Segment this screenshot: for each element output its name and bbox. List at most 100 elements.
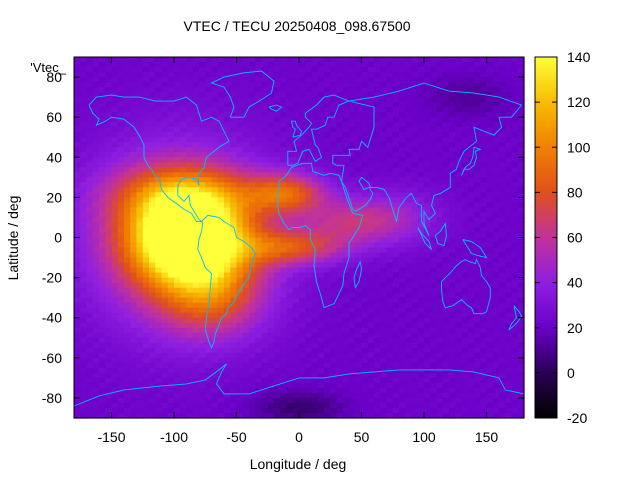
heatmap-cell xyxy=(255,142,263,148)
heatmap-cell xyxy=(92,182,100,188)
heatmap-cell xyxy=(211,162,219,168)
heatmap-cell xyxy=(280,157,288,163)
heatmap-cell xyxy=(467,202,475,209)
heatmap-cell xyxy=(255,232,263,239)
heatmap-cell xyxy=(86,342,94,349)
heatmap-cell xyxy=(192,317,200,324)
heatmap-cell xyxy=(286,132,294,138)
heatmap-cell xyxy=(342,222,350,229)
heatmap-cell xyxy=(205,157,213,163)
heatmap-cell xyxy=(192,327,200,334)
heatmap-cell xyxy=(211,352,219,359)
heatmap-cell xyxy=(174,122,181,128)
heatmap-cell xyxy=(136,402,144,409)
heatmap-cell xyxy=(174,147,181,153)
heatmap-cell xyxy=(224,162,231,168)
heatmap-cell xyxy=(449,357,456,364)
heatmap-cell xyxy=(124,312,131,319)
heatmap-cell xyxy=(442,297,450,304)
heatmap-cell xyxy=(192,277,200,284)
heatmap-cell xyxy=(449,92,456,98)
heatmap-cell xyxy=(80,337,88,344)
heatmap-cell xyxy=(349,232,356,239)
heatmap-cell xyxy=(486,377,494,384)
heatmap-cell xyxy=(155,297,163,304)
heatmap-cell xyxy=(467,277,475,284)
heatmap-cell xyxy=(392,162,400,168)
heatmap-cell xyxy=(261,87,269,93)
heatmap-cell xyxy=(317,177,325,183)
heatmap-cell xyxy=(161,342,169,349)
heatmap-cell xyxy=(399,107,406,113)
heatmap-cell xyxy=(111,202,119,209)
heatmap-cell xyxy=(249,402,256,409)
heatmap-cell xyxy=(199,252,206,259)
heatmap-cell xyxy=(286,242,294,249)
heatmap-cell xyxy=(92,352,100,359)
heatmap-cell xyxy=(317,212,325,219)
heatmap-cell xyxy=(380,302,388,309)
heatmap-cell xyxy=(317,127,325,133)
heatmap-cell xyxy=(342,372,350,379)
heatmap-cell xyxy=(480,392,488,399)
heatmap-cell xyxy=(255,322,263,329)
heatmap-cell xyxy=(299,362,306,369)
heatmap-cell xyxy=(199,402,206,409)
heatmap-cell xyxy=(105,232,113,239)
heatmap-cell xyxy=(180,247,188,254)
heatmap-cell xyxy=(274,222,281,229)
heatmap-cell xyxy=(355,87,363,93)
heatmap-cell xyxy=(149,57,156,63)
heatmap-cell xyxy=(205,57,213,63)
heatmap-cell xyxy=(142,132,150,138)
heatmap-cell xyxy=(167,187,175,193)
heatmap-cell xyxy=(461,67,469,73)
heatmap-cell xyxy=(111,82,119,88)
heatmap-cell xyxy=(99,147,106,153)
heatmap-cell xyxy=(361,107,369,113)
heatmap-cell xyxy=(130,77,138,83)
heatmap-cell xyxy=(124,327,131,334)
heatmap-cell xyxy=(167,217,175,224)
heatmap-cell xyxy=(99,162,106,168)
heatmap-cell xyxy=(274,172,281,178)
heatmap-cell xyxy=(236,217,244,224)
heatmap-cell xyxy=(149,347,156,354)
heatmap-cell xyxy=(299,382,306,389)
heatmap-cell xyxy=(324,282,331,289)
heatmap-cell xyxy=(367,72,375,78)
heatmap-cell xyxy=(261,382,269,389)
heatmap-cell xyxy=(361,327,369,334)
heatmap-cell xyxy=(192,157,200,163)
heatmap-cell xyxy=(417,197,425,203)
heatmap-cell xyxy=(336,197,344,203)
heatmap-cell xyxy=(399,277,406,284)
heatmap-cell xyxy=(286,292,294,299)
heatmap-cell xyxy=(305,147,313,153)
heatmap-cell xyxy=(199,332,206,339)
heatmap-cell xyxy=(505,67,513,73)
heatmap-cell xyxy=(424,392,431,399)
heatmap-cell xyxy=(74,72,81,78)
heatmap-cell xyxy=(374,152,381,158)
heatmap-cell xyxy=(111,297,119,304)
heatmap-cell xyxy=(361,132,369,138)
heatmap-cell xyxy=(186,337,194,344)
heatmap-cell xyxy=(117,207,125,214)
heatmap-cell xyxy=(330,122,338,128)
heatmap-cell xyxy=(280,267,288,274)
heatmap-cell xyxy=(242,347,250,354)
heatmap-cell xyxy=(80,212,88,219)
heatmap-cell xyxy=(424,202,431,209)
heatmap-cell xyxy=(261,342,269,349)
heatmap-cell xyxy=(474,292,481,299)
heatmap-cell xyxy=(117,237,125,244)
heatmap-cell xyxy=(255,137,263,143)
heatmap-cell xyxy=(167,212,175,219)
heatmap-cell xyxy=(430,327,438,334)
heatmap-cell xyxy=(492,337,500,344)
heatmap-cell xyxy=(261,267,269,274)
heatmap-cell xyxy=(155,242,163,249)
heatmap-cell xyxy=(224,382,231,389)
heatmap-cell xyxy=(92,392,100,399)
